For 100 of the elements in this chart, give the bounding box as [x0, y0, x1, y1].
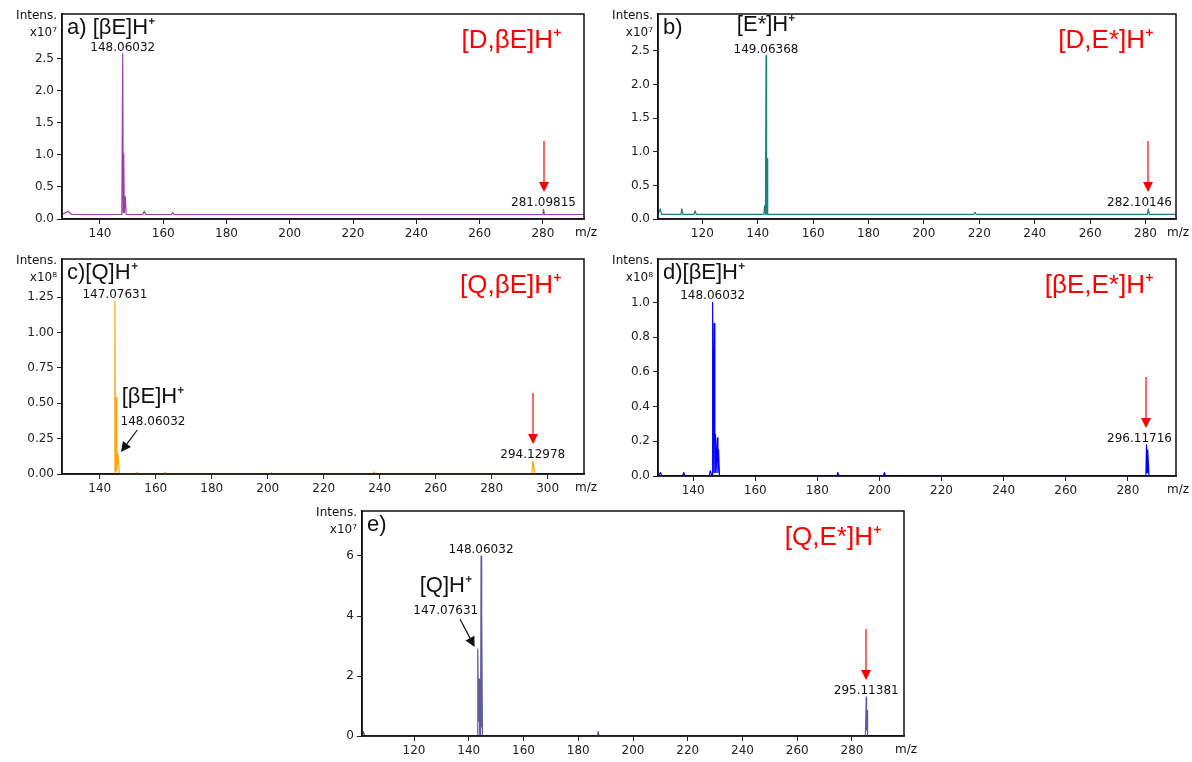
x-tick-label: 260: [1054, 483, 1078, 498]
y-axis-title: Intens. x10⁷: [612, 8, 654, 40]
x-axis-title: m/z: [574, 480, 597, 495]
x-tick-label: 240: [368, 481, 392, 496]
y-tick-label: 0.5: [34, 179, 54, 194]
x-tick-label: 160: [144, 481, 168, 496]
annotation: 295.11381: [833, 683, 899, 697]
x-tick-label: 120: [402, 743, 426, 758]
annotation: 147.07631: [413, 603, 479, 617]
y-tick-label: 0.2: [630, 433, 650, 448]
y-tick-label: 1.5: [630, 110, 650, 125]
x-tick-label: 220: [967, 226, 991, 241]
x-tick-label: 240: [404, 226, 428, 241]
annotation: [E*]H⁺: [736, 10, 796, 36]
x-tick-label: 260: [785, 743, 809, 758]
y-tick-label: 0.50: [27, 395, 54, 410]
x-tick-label: 120: [690, 226, 714, 241]
x-tick-label: 200: [256, 481, 280, 496]
x-tick-label: 180: [200, 481, 224, 496]
x-tick-label: 140: [681, 483, 705, 498]
chart-subtitle: [βE,E*]H⁺: [1044, 269, 1154, 300]
x-tick-label: 280: [1134, 226, 1157, 241]
x-tick-label: 300: [536, 481, 560, 496]
x-tick-label: 220: [676, 743, 700, 758]
y-axis-title: Intens. x10⁷: [316, 505, 358, 537]
x-tick-label: 280: [1116, 483, 1140, 498]
y-tick-label: 1.5: [34, 115, 54, 130]
x-tick-label: 160: [151, 226, 175, 241]
x-tick-label: 240: [1023, 226, 1047, 241]
x-tick-label: 180: [857, 226, 880, 241]
y-tick-label: 0: [346, 728, 354, 743]
y-tick-label: 2.5: [34, 50, 54, 65]
y-tick-label: 0.5: [630, 177, 650, 192]
x-tick-label: 180: [805, 483, 829, 498]
y-tick-label: 1.00: [27, 324, 54, 339]
chart-title: a) [βE]H⁺: [67, 14, 156, 40]
x-tick-label: 260: [468, 226, 492, 241]
x-tick-label: 260: [1078, 226, 1102, 241]
y-tick-label: 0.0: [34, 211, 54, 226]
x-tick-label: 260: [424, 481, 448, 496]
x-tick-label: 280: [480, 481, 504, 496]
y-tick-label: 1.0: [630, 294, 650, 309]
y-tick-label: 2.0: [630, 76, 650, 91]
x-tick-label: 240: [992, 483, 1016, 498]
y-tick-label: 0.6: [630, 363, 650, 378]
annotation: 296.11716: [1107, 430, 1173, 445]
y-tick-label: 4: [346, 608, 354, 623]
x-tick-label: 220: [312, 481, 336, 496]
x-tick-label: 200: [278, 226, 302, 241]
y-axis-title: Intens. x10⁸: [612, 253, 654, 285]
x-tick-label: 140: [88, 481, 112, 496]
chart-subtitle: [D,E*]H⁺: [1058, 24, 1154, 55]
chart-title: e): [367, 511, 387, 537]
y-tick-label: 1.25: [27, 289, 54, 304]
chart-subtitle: [D,βE]H⁺: [461, 24, 562, 55]
x-tick-label: 220: [930, 483, 953, 498]
x-tick-label: 280: [840, 743, 864, 758]
y-axis-title: Intens. x10⁸: [16, 253, 58, 285]
x-tick-label: 160: [743, 483, 767, 498]
x-tick-label: 220: [341, 226, 365, 241]
y-tick-label: 0.00: [27, 466, 54, 481]
y-tick-label: 1.0: [34, 147, 54, 162]
annotation: 148.06032: [90, 39, 156, 54]
x-tick-label: 200: [621, 743, 645, 758]
annotation: 281.09815: [511, 195, 576, 210]
x-tick-label: 180: [566, 743, 590, 758]
annotation: 148.06032: [680, 288, 746, 303]
y-tick-label: 0.75: [27, 360, 54, 375]
y-tick-label: 0.8: [630, 329, 650, 344]
y-tick-label: 6: [346, 548, 354, 563]
chart-title: c)[Q]H⁺: [67, 259, 138, 285]
x-axis-title: m/z: [894, 742, 917, 757]
x-tick-label: 180: [215, 226, 238, 241]
annotation: 148.06032: [448, 542, 514, 556]
chart-subtitle: [Q,βE]H⁺: [460, 269, 562, 300]
x-tick-label: 140: [746, 226, 770, 241]
y-tick-label: 2.0: [34, 83, 54, 97]
x-tick-label: 240: [731, 743, 754, 758]
x-tick-label: 160: [512, 743, 535, 758]
chart-title: d)[βE]H⁺: [663, 259, 746, 285]
y-tick-label: 0.0: [630, 468, 650, 483]
x-axis-title: m/z: [574, 225, 597, 240]
annotation: 148.06032: [120, 414, 186, 429]
x-tick-label: 160: [801, 226, 825, 241]
x-tick-label: 280: [531, 226, 555, 241]
y-tick-label: 0.0: [630, 211, 650, 226]
x-tick-label: 200: [867, 483, 891, 498]
y-tick-label: 1.0: [630, 143, 650, 158]
chart-subtitle: [Q,E*]H⁺: [784, 521, 882, 552]
y-tick-label: 2.5: [630, 43, 650, 58]
annotation: 149.06368: [733, 41, 799, 56]
y-tick-label: 2: [346, 668, 354, 683]
annotation: 147.07631: [82, 287, 148, 302]
annotation: 282.10146: [1107, 194, 1173, 209]
annotation: [Q]H⁺: [419, 572, 472, 597]
chart-title: b): [663, 14, 683, 40]
y-tick-label: 0.4: [630, 398, 650, 413]
x-tick-label: 200: [912, 226, 936, 241]
x-tick-label: 140: [88, 226, 112, 241]
y-axis-title: Intens. x10⁷: [16, 8, 58, 40]
